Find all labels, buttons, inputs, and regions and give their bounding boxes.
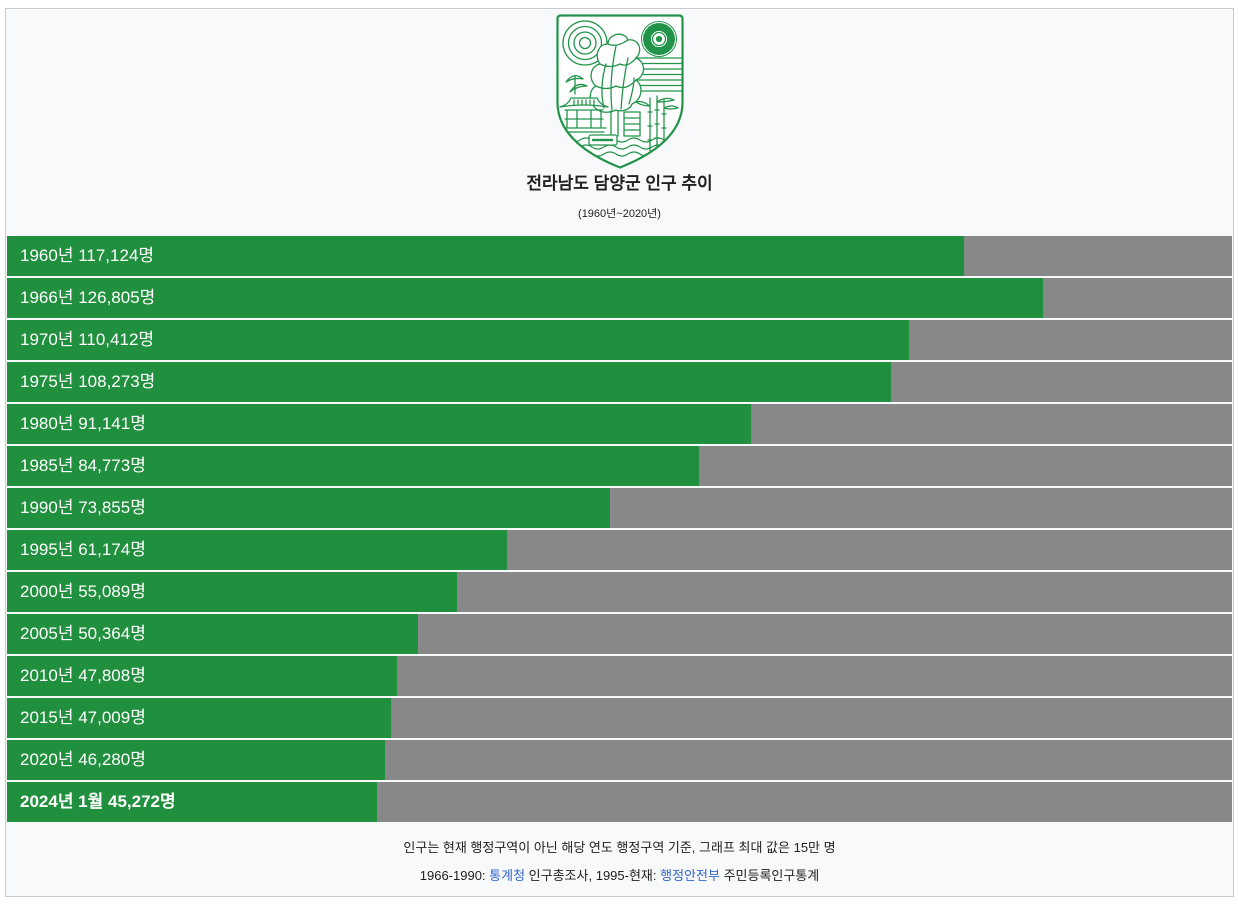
- bar-label: 1960년 117,124명: [20, 236, 154, 276]
- bar-fill: [7, 446, 700, 486]
- bar-category-label: 1980년: [20, 414, 74, 433]
- bar-fill: [7, 656, 398, 696]
- bar-fill: [7, 362, 892, 402]
- chart-title: 전라남도 담양군 인구 추이: [526, 174, 713, 193]
- bar-label: 2024년 1월 45,272명: [20, 782, 176, 822]
- bar-value-label: 61,174명: [78, 540, 146, 559]
- bar-value-label: 50,364명: [78, 624, 146, 643]
- bar-fill: [7, 320, 909, 360]
- source-line: 1966-1990: 통계청 인구총조사, 1995-현재: 행정안전부 주민등…: [6, 862, 1233, 890]
- bar-label: 1980년 91,141명: [20, 404, 146, 444]
- bar-fill: [7, 572, 457, 612]
- bar-category-label: 2010년: [20, 666, 74, 685]
- bar-track: 1966년 126,805명: [7, 278, 1232, 318]
- bar-category-label: 1960년: [20, 246, 74, 265]
- source-dataset-2: 주민등록인구통계: [723, 868, 820, 883]
- bar-label: 1985년 84,773명: [20, 446, 146, 486]
- source-dataset-1: 인구총조사,: [528, 868, 593, 883]
- bar-value-label: 73,855명: [78, 498, 146, 517]
- flower-motif: [640, 21, 677, 57]
- bar-label: 1990년 73,855명: [20, 488, 146, 528]
- bar-value-label: 117,124명: [78, 246, 155, 265]
- bar-label: 1975년 108,273명: [20, 362, 155, 402]
- bar-category-label: 1985년: [20, 456, 74, 475]
- source-range-1: 1966-1990:: [419, 868, 486, 883]
- bar-track: 1970년 110,412명: [7, 320, 1232, 360]
- bar-label: 2000년 55,089명: [20, 572, 146, 612]
- bar-category-label: 1995년: [20, 540, 74, 559]
- population-chart-box: 전라남도 담양군 인구 추이 (1960년~2020년) 1960년 117,1…: [5, 8, 1234, 897]
- statistics-korea-link[interactable]: 통계청: [489, 868, 526, 883]
- bar-category-label: 2005년: [20, 624, 74, 643]
- bar-fill: [7, 740, 385, 780]
- bar-category-label: 2024년 1월: [20, 792, 104, 811]
- bar-value-label: 55,089명: [78, 582, 146, 601]
- chart-footer: 인구는 현재 행정구역이 아닌 해당 연도 행정구역 기준, 그래프 최대 값은…: [6, 822, 1233, 890]
- bar-value-label: 126,805명: [78, 288, 156, 307]
- bar-track: 1960년 117,124명: [7, 236, 1232, 276]
- leaf-motif: [564, 75, 588, 95]
- bar-value-label: 47,009명: [78, 708, 146, 727]
- bar-fill: [7, 278, 1043, 318]
- bar-category-label: 2000년: [20, 582, 74, 601]
- bar-fill: [7, 488, 611, 528]
- chart-subtitle: (1960년~2020년): [578, 208, 661, 220]
- bar-category-label: 1966년: [20, 288, 74, 307]
- sun-motif: [561, 20, 608, 66]
- bar-label: 1995년 61,174명: [20, 530, 146, 570]
- county-emblem-icon: [555, 14, 684, 169]
- bar-fill: [7, 236, 964, 276]
- bar-value-label: 108,273명: [78, 372, 156, 391]
- bar-category-label: 1970년: [20, 330, 74, 349]
- bar-label: 2010년 47,808명: [20, 656, 146, 696]
- bar-track: 1980년 91,141명: [7, 404, 1232, 444]
- footnote: 인구는 현재 행정구역이 아닌 해당 연도 행정구역 기준, 그래프 최대 값은…: [403, 840, 836, 855]
- terrace-lines: [624, 57, 682, 92]
- ministry-interior-safety-link[interactable]: 행정안전부: [660, 868, 720, 883]
- stairs-motif: [622, 111, 641, 137]
- bar-value-label: 46,280명: [78, 750, 146, 769]
- bar-value-label: 91,141명: [78, 414, 146, 433]
- chart-header: 전라남도 담양군 인구 추이 (1960년~2020년): [6, 9, 1233, 236]
- bar-label: 2015년 47,009명: [20, 698, 146, 738]
- bar-track: 2020년 46,280명: [7, 740, 1232, 780]
- bar-track: 1975년 108,273명: [7, 362, 1232, 402]
- bar-label: 2005년 50,364명: [20, 614, 146, 654]
- plaque-motif: [587, 134, 618, 146]
- pavilion-motif: [558, 97, 609, 133]
- bar-track: 1985년 84,773명: [7, 446, 1232, 486]
- bar-fill: [7, 404, 752, 444]
- tree-motif: [589, 33, 644, 137]
- source-range-2: 1995-현재:: [595, 868, 657, 883]
- bar-fill: [7, 698, 391, 738]
- bar-category-label: 2020년: [20, 750, 74, 769]
- bar-track: 2005년 50,364명: [7, 614, 1232, 654]
- bar-value-label: 47,808명: [78, 666, 146, 685]
- bar-value-label: 110,412명: [78, 330, 155, 349]
- bar-label: 1970년 110,412명: [20, 320, 154, 360]
- bar-fill: [7, 530, 507, 570]
- bar-label: 2020년 46,280명: [20, 740, 146, 780]
- population-bar-chart: 1960년 117,124명 1966년 126,805명 1970년 110,41…: [6, 236, 1233, 822]
- bar-value-label: 84,773명: [78, 456, 146, 475]
- bar-category-label: 2015년: [20, 708, 74, 727]
- bar-track: 2000년 55,089명: [7, 572, 1232, 612]
- bar-fill: [7, 614, 419, 654]
- bar-track: 2024년 1월 45,272명: [7, 782, 1232, 822]
- bar-category-label: 1990년: [20, 498, 74, 517]
- county-emblem-graphic: [555, 14, 684, 169]
- bar-track: 1990년 73,855명: [7, 488, 1232, 528]
- bar-track: 1995년 61,174명: [7, 530, 1232, 570]
- bar-value-label: 45,272명: [108, 792, 176, 811]
- bar-label: 1966년 126,805명: [20, 278, 155, 318]
- bar-fill: [7, 782, 377, 822]
- bar-track: 2015년 47,009명: [7, 698, 1232, 738]
- bar-category-label: 1975년: [20, 372, 74, 391]
- bar-track: 2010년 47,808명: [7, 656, 1232, 696]
